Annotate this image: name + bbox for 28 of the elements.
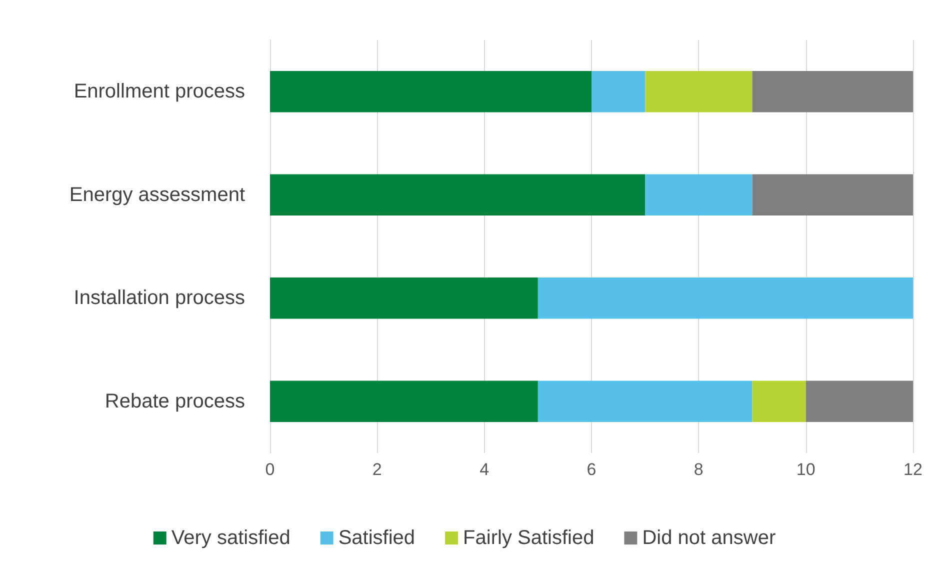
y-tick-label: Rebate process — [104, 390, 245, 412]
legend-label: Fairly Satisfied — [463, 527, 594, 549]
x-tick-label: 0 — [265, 460, 275, 479]
legend-label: Very satisfied — [171, 527, 290, 549]
bar — [270, 70, 592, 112]
legend-label: Satisfied — [338, 527, 416, 549]
bar — [645, 70, 752, 112]
bar — [752, 70, 913, 112]
bar — [538, 277, 913, 319]
x-tick-label: 10 — [796, 460, 816, 479]
bar — [645, 174, 752, 216]
y-tick-label: Installation process — [74, 287, 245, 310]
x-tick-label: 12 — [904, 460, 922, 479]
x-tick-label: 6 — [586, 460, 596, 479]
bar — [270, 380, 538, 422]
x-tick-label: 2 — [372, 460, 382, 479]
legend-label: Did not answer — [642, 527, 776, 549]
bar — [592, 70, 646, 112]
bar — [270, 277, 538, 319]
x-tick-label: 8 — [694, 460, 704, 479]
bar — [752, 174, 913, 216]
y-tick-label: Energy assessment — [69, 184, 246, 206]
bar — [538, 380, 752, 422]
bar — [270, 174, 646, 216]
bar — [752, 380, 806, 422]
bar — [806, 380, 913, 422]
x-tick-label: 4 — [480, 460, 490, 479]
y-tick-label: Enrollment process — [74, 80, 245, 103]
